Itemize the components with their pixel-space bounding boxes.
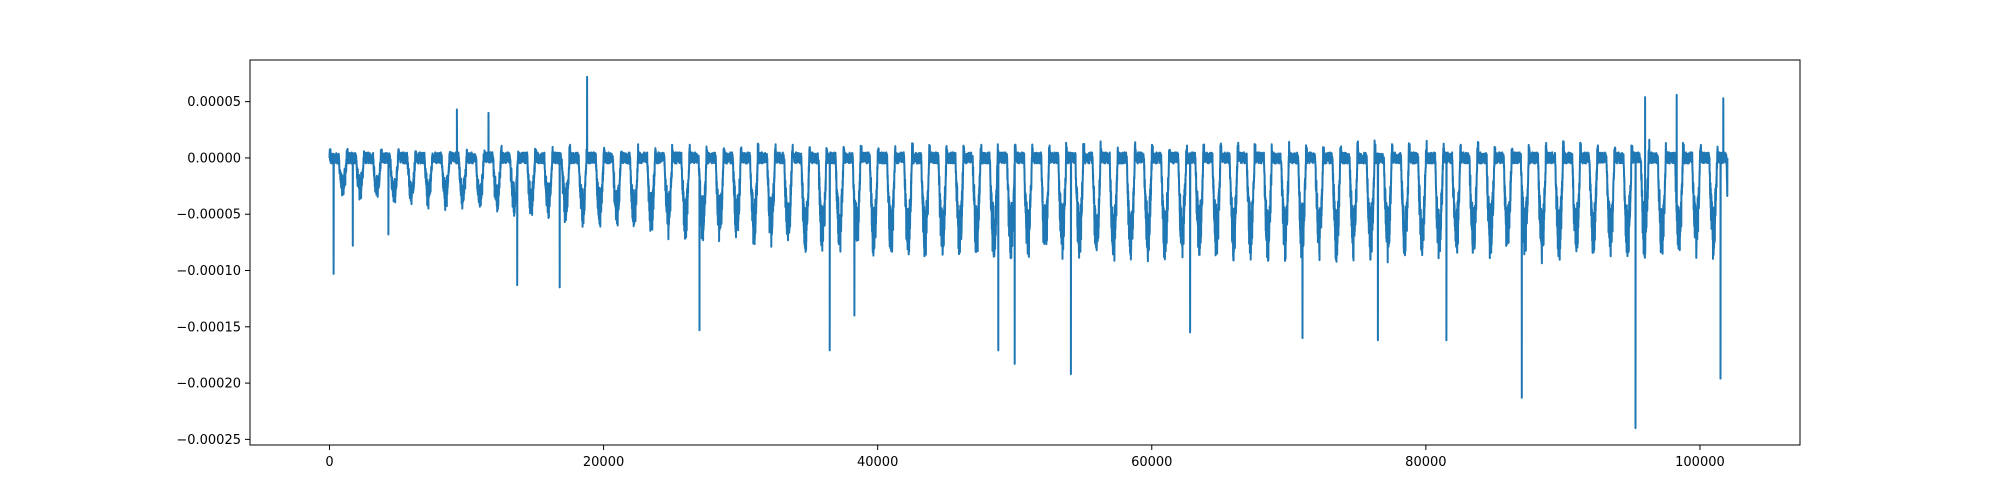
- y-tick-label: 0.00005: [187, 95, 241, 110]
- x-tick-label: 80000: [1405, 455, 1446, 470]
- x-tick-label: 40000: [857, 455, 898, 470]
- x-tick-label: 100000: [1675, 455, 1725, 470]
- y-tick-label: −0.00005: [176, 208, 241, 223]
- y-tick-label: −0.00020: [176, 377, 241, 392]
- x-tick-label: 20000: [583, 455, 624, 470]
- y-tick-label: −0.00010: [176, 264, 241, 279]
- y-tick-label: −0.00025: [176, 433, 241, 448]
- y-tick-label: −0.00015: [176, 320, 241, 335]
- x-tick-label: 60000: [1131, 455, 1172, 470]
- x-tick-label: 0: [325, 455, 333, 470]
- y-tick-label: 0.00000: [187, 151, 241, 166]
